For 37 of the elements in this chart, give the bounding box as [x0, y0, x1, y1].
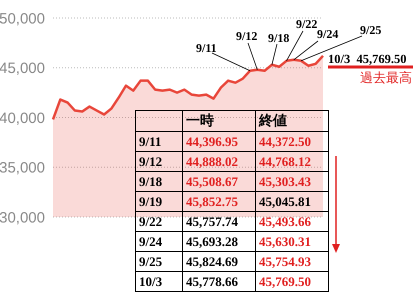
category-label: 9/25 [136, 252, 182, 272]
category-label: 9/11 [136, 132, 182, 152]
data-label: 45,769.50 [256, 272, 328, 292]
category-label: 9/19 [136, 192, 182, 212]
data-label: 44,396.95 [182, 132, 256, 152]
data-label: 45,754.93 [256, 252, 328, 272]
annotation: 9/12 [236, 29, 258, 43]
annotation: 9/24 [317, 27, 338, 41]
y-tick-label: 30,000 [0, 209, 45, 226]
data-label: 45,778.66 [182, 272, 256, 292]
y-tick-label: 50,000 [0, 10, 45, 28]
data-label: 45,303.43 [256, 172, 328, 192]
text: 10/3 45,769.50 [328, 52, 406, 66]
legend-label: 一時 [182, 110, 256, 132]
annotation: 9/18 [268, 31, 290, 45]
data-label: 45,493.66 [256, 212, 328, 232]
y-tick-label: 35,000 [0, 160, 45, 177]
category-label: 9/24 [136, 232, 182, 252]
data-label: 45,852.75 [182, 192, 256, 212]
annotation: 9/11 [196, 41, 217, 55]
data-label: 44,888.02 [182, 152, 256, 172]
data-label: 44,372.50 [256, 132, 328, 152]
data-label: 45,045.81 [256, 192, 328, 212]
category-label: 9/12 [136, 152, 182, 172]
data-label: 45,757.74 [182, 212, 256, 232]
annotation: 9/22 [296, 17, 318, 31]
text: 過去最高 [360, 70, 412, 86]
data-label: 45,693.28 [182, 232, 256, 252]
data-label: 44,768.12 [256, 152, 328, 172]
data-label: 45,630.31 [256, 232, 328, 252]
category-label: 9/18 [136, 172, 182, 192]
text: 終値 [256, 110, 328, 132]
data-label: 45,824.69 [182, 252, 256, 272]
category-label: 10/3 [136, 272, 182, 292]
data-label: 45,508.67 [182, 172, 256, 192]
text: 9/25 [360, 23, 382, 37]
category-label: 9/22 [136, 212, 182, 232]
